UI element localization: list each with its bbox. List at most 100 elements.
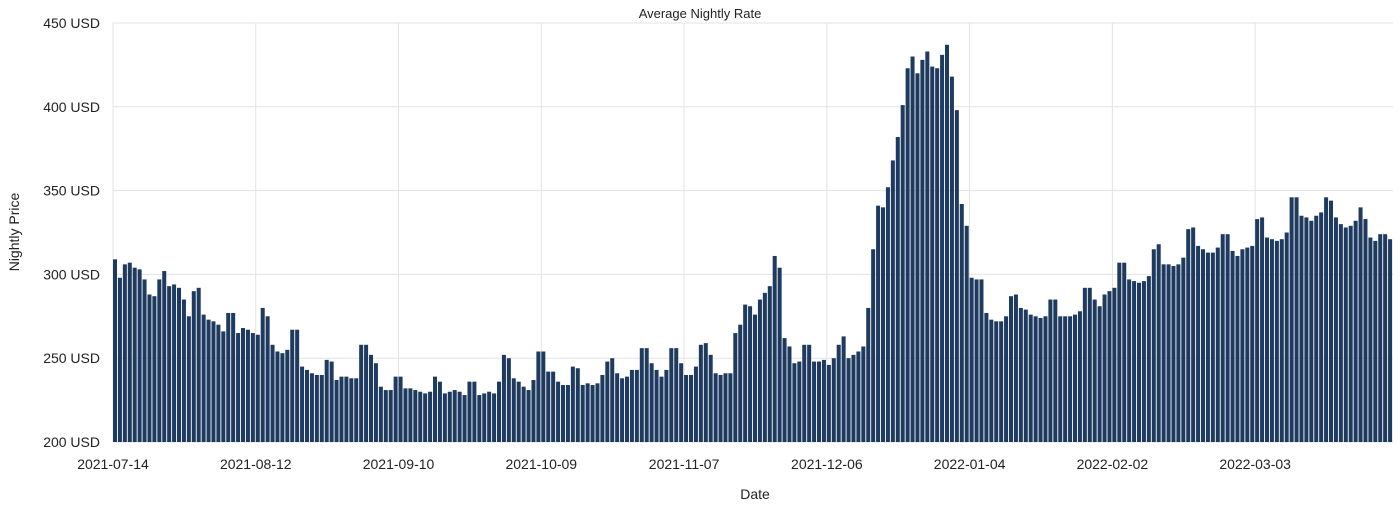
bar	[570, 366, 575, 442]
bar	[1324, 197, 1329, 442]
bar	[1053, 299, 1058, 442]
bar	[1082, 287, 1087, 442]
bar	[767, 286, 772, 442]
bar	[388, 390, 393, 442]
bar	[979, 279, 984, 442]
bar	[1166, 264, 1171, 442]
bar	[600, 374, 605, 442]
bar	[590, 385, 595, 442]
bar	[807, 344, 812, 442]
bar	[398, 376, 403, 442]
bar	[1269, 239, 1274, 442]
bar	[349, 378, 354, 442]
bar	[1260, 217, 1265, 442]
bar	[728, 373, 733, 442]
bar	[723, 373, 728, 442]
bar	[689, 374, 694, 442]
bar	[442, 393, 447, 442]
bar	[1063, 316, 1068, 442]
bar	[575, 368, 580, 442]
y-tick-label: 250 USD	[43, 350, 100, 366]
bar	[369, 354, 374, 442]
bar	[1388, 239, 1393, 442]
bar	[821, 359, 826, 442]
bar	[1112, 287, 1117, 442]
bar	[925, 51, 930, 443]
bar	[782, 338, 787, 442]
bar	[1073, 314, 1078, 442]
bar	[935, 68, 940, 442]
x-tick-label: 2021-10-09	[505, 456, 577, 472]
bar	[526, 390, 531, 442]
bar	[1171, 266, 1176, 442]
x-tick-label: 2021-07-14	[77, 456, 149, 472]
bar	[659, 376, 664, 442]
bar	[1004, 316, 1009, 442]
bar	[1245, 247, 1250, 442]
bar	[477, 395, 482, 442]
bar	[1102, 294, 1107, 442]
bar	[713, 373, 718, 442]
chart-title: Average Nightly Rate	[639, 6, 762, 21]
x-tick-label: 2022-03-03	[1219, 456, 1291, 472]
bar	[620, 378, 625, 442]
bar	[871, 249, 876, 442]
x-tick-label: 2021-08-12	[220, 456, 292, 472]
bar	[1353, 220, 1358, 442]
bar	[1137, 282, 1142, 442]
bar	[900, 105, 905, 443]
bar	[757, 299, 762, 442]
bar	[501, 354, 506, 442]
bar	[1058, 316, 1063, 442]
bar	[551, 371, 556, 442]
x-tick-label: 2021-12-06	[791, 456, 863, 472]
bar-series	[113, 44, 1393, 443]
bar	[846, 358, 851, 442]
bar	[305, 369, 310, 442]
bar	[167, 286, 172, 442]
bar	[1151, 249, 1156, 442]
bar	[157, 279, 162, 442]
x-axis-ticks: 2021-07-14 2021-08-12 2021-09-10 2021-10-09…	[77, 456, 1291, 472]
bar	[1210, 252, 1215, 442]
bar	[994, 321, 999, 442]
bar	[487, 391, 492, 442]
bar	[1333, 217, 1338, 442]
y-tick-label: 300 USD	[43, 266, 100, 282]
bar	[930, 66, 935, 442]
bar	[684, 374, 689, 442]
bar	[777, 267, 782, 442]
bar	[1265, 237, 1270, 442]
bar	[383, 390, 388, 442]
bar	[1009, 296, 1014, 442]
bar	[250, 333, 255, 442]
bar	[565, 385, 570, 442]
bar	[1132, 281, 1137, 442]
bar	[1319, 212, 1324, 442]
bar	[137, 269, 142, 442]
bar	[113, 259, 118, 442]
bar	[285, 349, 290, 442]
bar	[1299, 215, 1304, 442]
bar	[1127, 279, 1132, 442]
bar	[610, 358, 615, 442]
bar	[206, 319, 211, 442]
bar	[265, 316, 270, 442]
bar	[260, 307, 265, 442]
bar	[1255, 219, 1260, 442]
bar	[915, 73, 920, 442]
bar	[974, 279, 979, 442]
bar	[1013, 294, 1018, 442]
bar	[1201, 249, 1206, 442]
bar	[403, 388, 408, 442]
bar	[679, 363, 684, 442]
bar	[497, 381, 502, 442]
bar	[693, 366, 698, 442]
bar	[664, 369, 669, 442]
bar	[172, 284, 177, 442]
bar	[275, 351, 280, 442]
bar	[127, 262, 132, 442]
bar	[457, 391, 462, 442]
bar	[1038, 317, 1043, 442]
